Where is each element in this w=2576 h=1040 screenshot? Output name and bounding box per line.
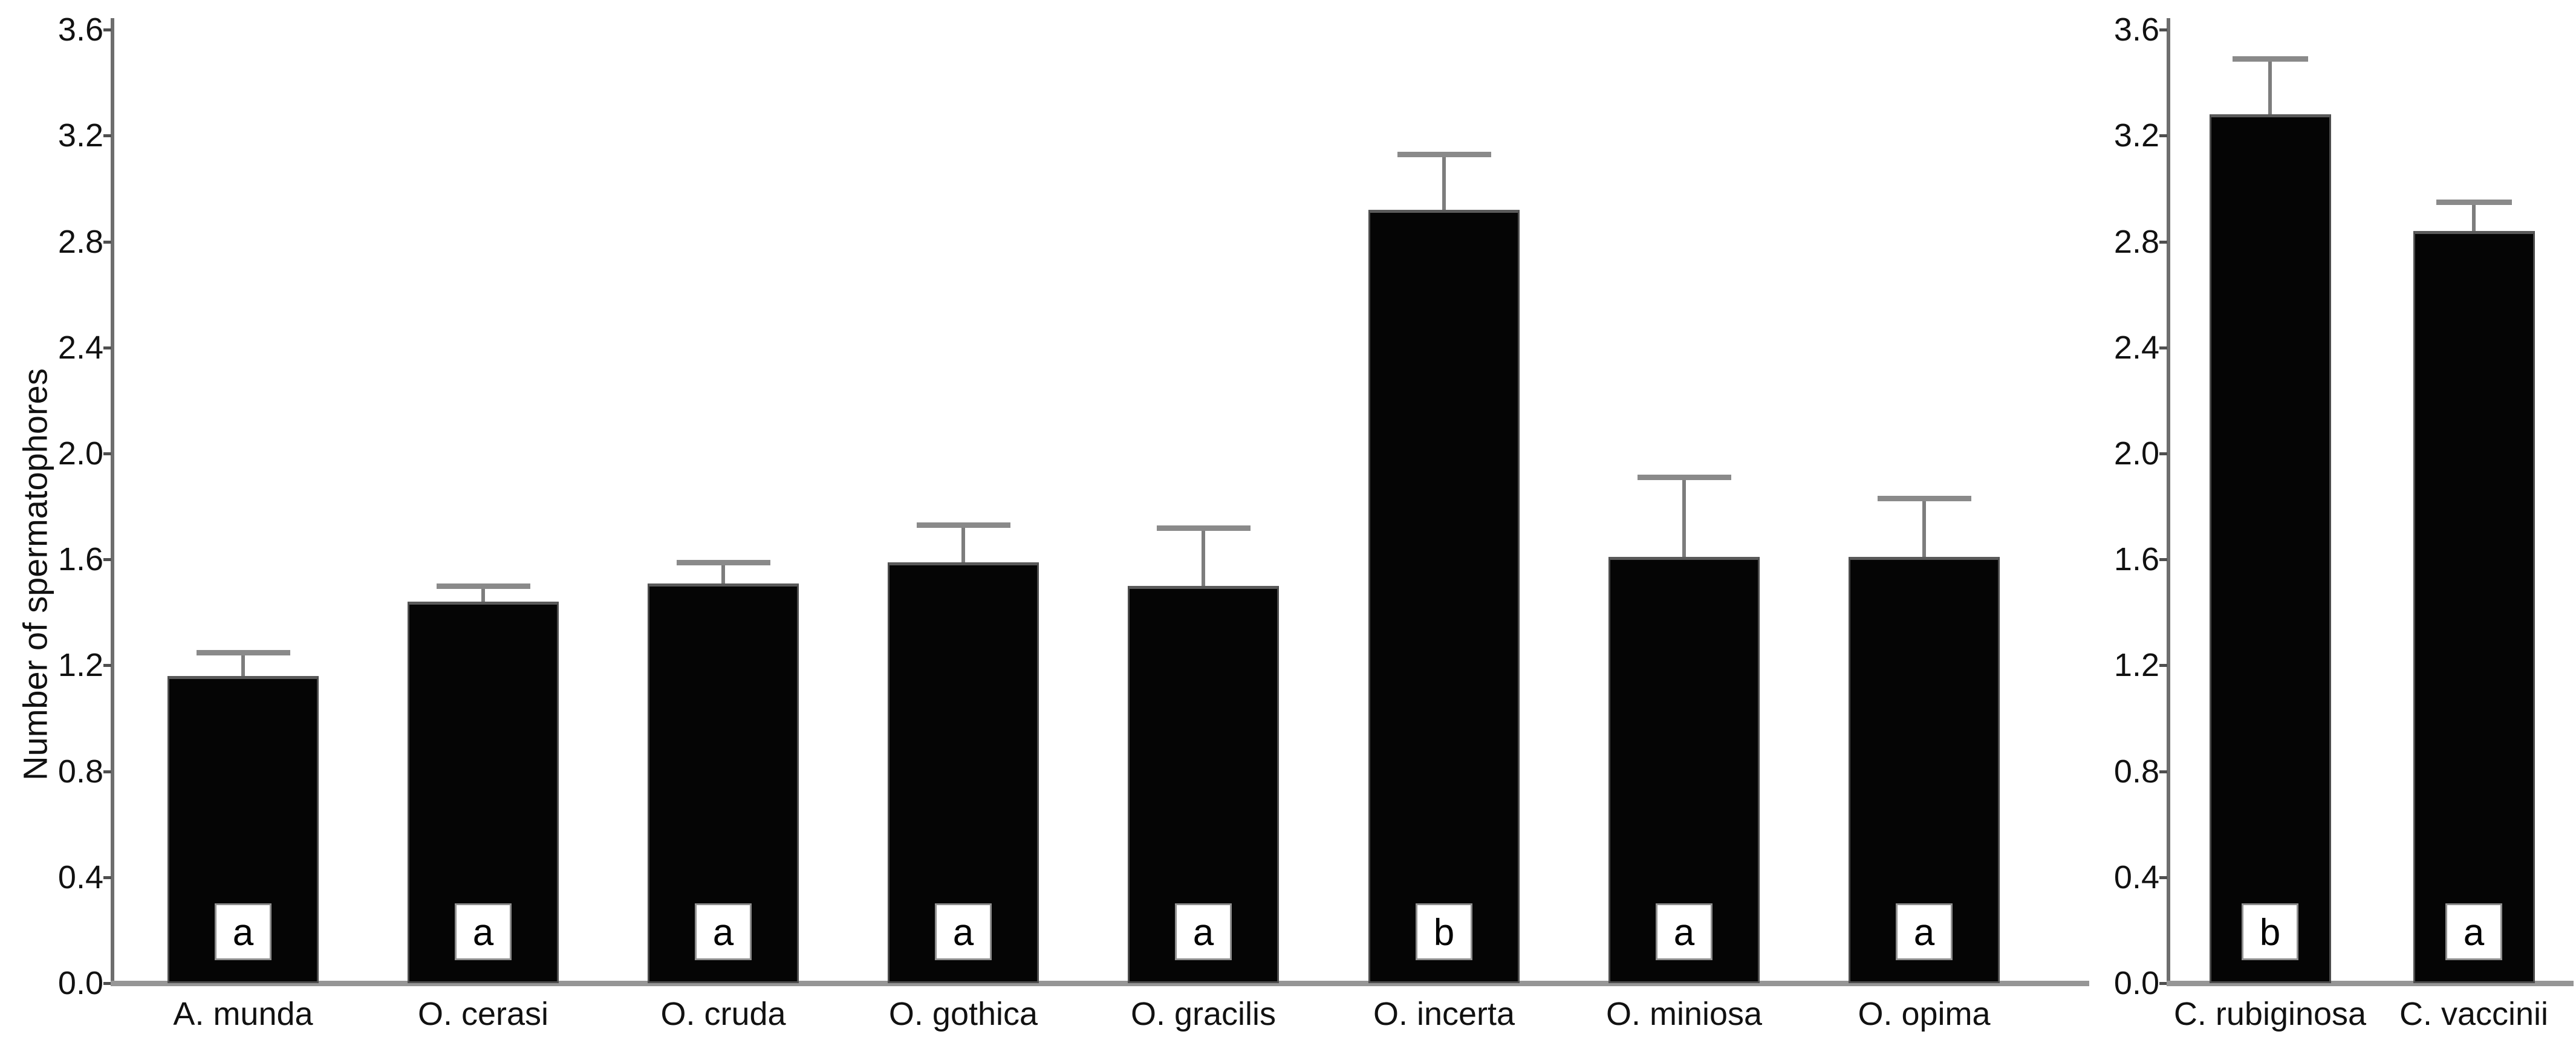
y-tick [2159, 28, 2167, 32]
y-tick-label: 1.2 [57, 647, 103, 684]
sig-letter: a [472, 912, 494, 954]
sig-letter: b [2259, 912, 2281, 954]
bar-c-vaccinii [2413, 231, 2535, 983]
y-tick-label: 3.6 [2113, 11, 2159, 48]
y-tick [2159, 240, 2167, 244]
y-tick [2159, 558, 2167, 562]
sig-letter: a [1913, 912, 1935, 954]
y-tick [2159, 134, 2167, 138]
y-tick [2159, 346, 2167, 349]
error-bar-cap [2436, 199, 2512, 205]
x-tick-label: C. rubiginosa [2173, 996, 2367, 1032]
sig-letter-box: a [1656, 903, 1712, 960]
x-axis-baseline [2167, 981, 2574, 986]
x-tick-label: O. gothica [888, 996, 1038, 1032]
error-bar-cap [1397, 152, 1491, 158]
sig-letter: a [2463, 912, 2485, 954]
sig-letter-box: a [695, 903, 752, 960]
sig-letter-box: a [455, 903, 512, 960]
y-tick-label: 1.2 [2113, 647, 2159, 684]
x-tick-label: A. munda [173, 996, 313, 1032]
y-tick [103, 28, 111, 32]
sig-letter-box: a [1175, 903, 1232, 960]
y-tick-label: 0.4 [57, 859, 103, 895]
y-tick [103, 346, 111, 349]
x-tick-label: O. miniosa [1605, 996, 1763, 1032]
x-tick-label: O. gracilis [1130, 996, 1277, 1032]
error-bar-cap [1877, 496, 1971, 502]
y-tick [2159, 982, 2167, 985]
error-bar-cap [676, 559, 770, 565]
sig-letter-box: a [2445, 903, 2502, 960]
bar-c-rubiginosa [2209, 114, 2331, 983]
x-tick-label: C. vaccinii [2399, 996, 2549, 1032]
sig-letter-box: b [1416, 903, 1472, 960]
y-tick [103, 240, 111, 244]
y-tick [103, 982, 111, 985]
y-tick-label: 3.6 [57, 11, 103, 48]
y-tick [103, 770, 111, 773]
y-tick-label: 2.0 [2113, 435, 2159, 472]
error-bar-stem [1682, 477, 1686, 557]
y-tick-label: 0.8 [57, 753, 103, 790]
x-tick-label: O. incerta [1373, 996, 1515, 1032]
error-bar-stem [1202, 527, 1205, 586]
error-bar-stem [241, 652, 245, 676]
y-tick [103, 876, 111, 879]
x-tick-label: O. cruda [660, 996, 786, 1032]
error-bar-cap [436, 583, 530, 589]
y-tick-label: 0.8 [2113, 753, 2159, 790]
y-tick [2159, 664, 2167, 668]
sig-letter-box: b [2242, 903, 2298, 960]
error-bar-cap [196, 649, 290, 655]
y-tick [2159, 452, 2167, 455]
y-tick-label: 0.0 [2113, 965, 2159, 1001]
error-bar-stem [481, 586, 485, 602]
sig-letter-box: a [1896, 903, 1953, 960]
y-tick [103, 134, 111, 138]
y-tick [103, 558, 111, 562]
y-tick [2159, 876, 2167, 879]
x-tick-label: O. cerasi [417, 996, 549, 1032]
y-tick [103, 452, 111, 455]
error-bar-stem [2268, 59, 2272, 115]
y-tick [2159, 770, 2167, 773]
x-tick-label: O. opima [1858, 996, 1991, 1032]
y-tick-label: 2.4 [57, 329, 103, 366]
y-tick-label: 2.8 [57, 223, 103, 260]
y-tick-label: 3.2 [2113, 117, 2159, 154]
y-tick-label: 0.0 [57, 965, 103, 1001]
error-bar-stem [1442, 154, 1446, 210]
y-tick-label: 2.8 [2113, 223, 2159, 260]
sig-letter: a [952, 912, 974, 954]
y-tick-label: 2.4 [2113, 329, 2159, 366]
sig-letter: a [232, 912, 254, 954]
sig-letter: b [1433, 912, 1455, 954]
error-bar-cap [1637, 475, 1731, 481]
y-axis-line [2167, 18, 2170, 986]
error-bar-cap [2232, 56, 2308, 62]
error-bar-stem [2472, 201, 2476, 232]
error-bar-stem [961, 525, 965, 562]
y-tick-label: 1.6 [2113, 541, 2159, 578]
error-bar-cap [916, 522, 1010, 528]
y-tick-label: 2.0 [57, 435, 103, 472]
bar-o-incerta [1368, 210, 1520, 983]
sig-letter-box: a [935, 903, 992, 960]
y-axis-line [111, 18, 114, 986]
sig-letter-box: a [215, 903, 272, 960]
y-tick-label: 1.6 [57, 541, 103, 578]
sig-letter: a [712, 912, 734, 954]
y-tick-label: 0.4 [2113, 859, 2159, 895]
sig-letter: a [1192, 912, 1214, 954]
y-tick-label: 3.2 [57, 117, 103, 154]
x-axis-baseline [111, 981, 2089, 986]
error-bar-cap [1156, 525, 1251, 531]
y-tick [103, 664, 111, 668]
error-bar-stem [721, 562, 725, 583]
error-bar-stem [1922, 498, 1926, 557]
sig-letter: a [1673, 912, 1695, 954]
